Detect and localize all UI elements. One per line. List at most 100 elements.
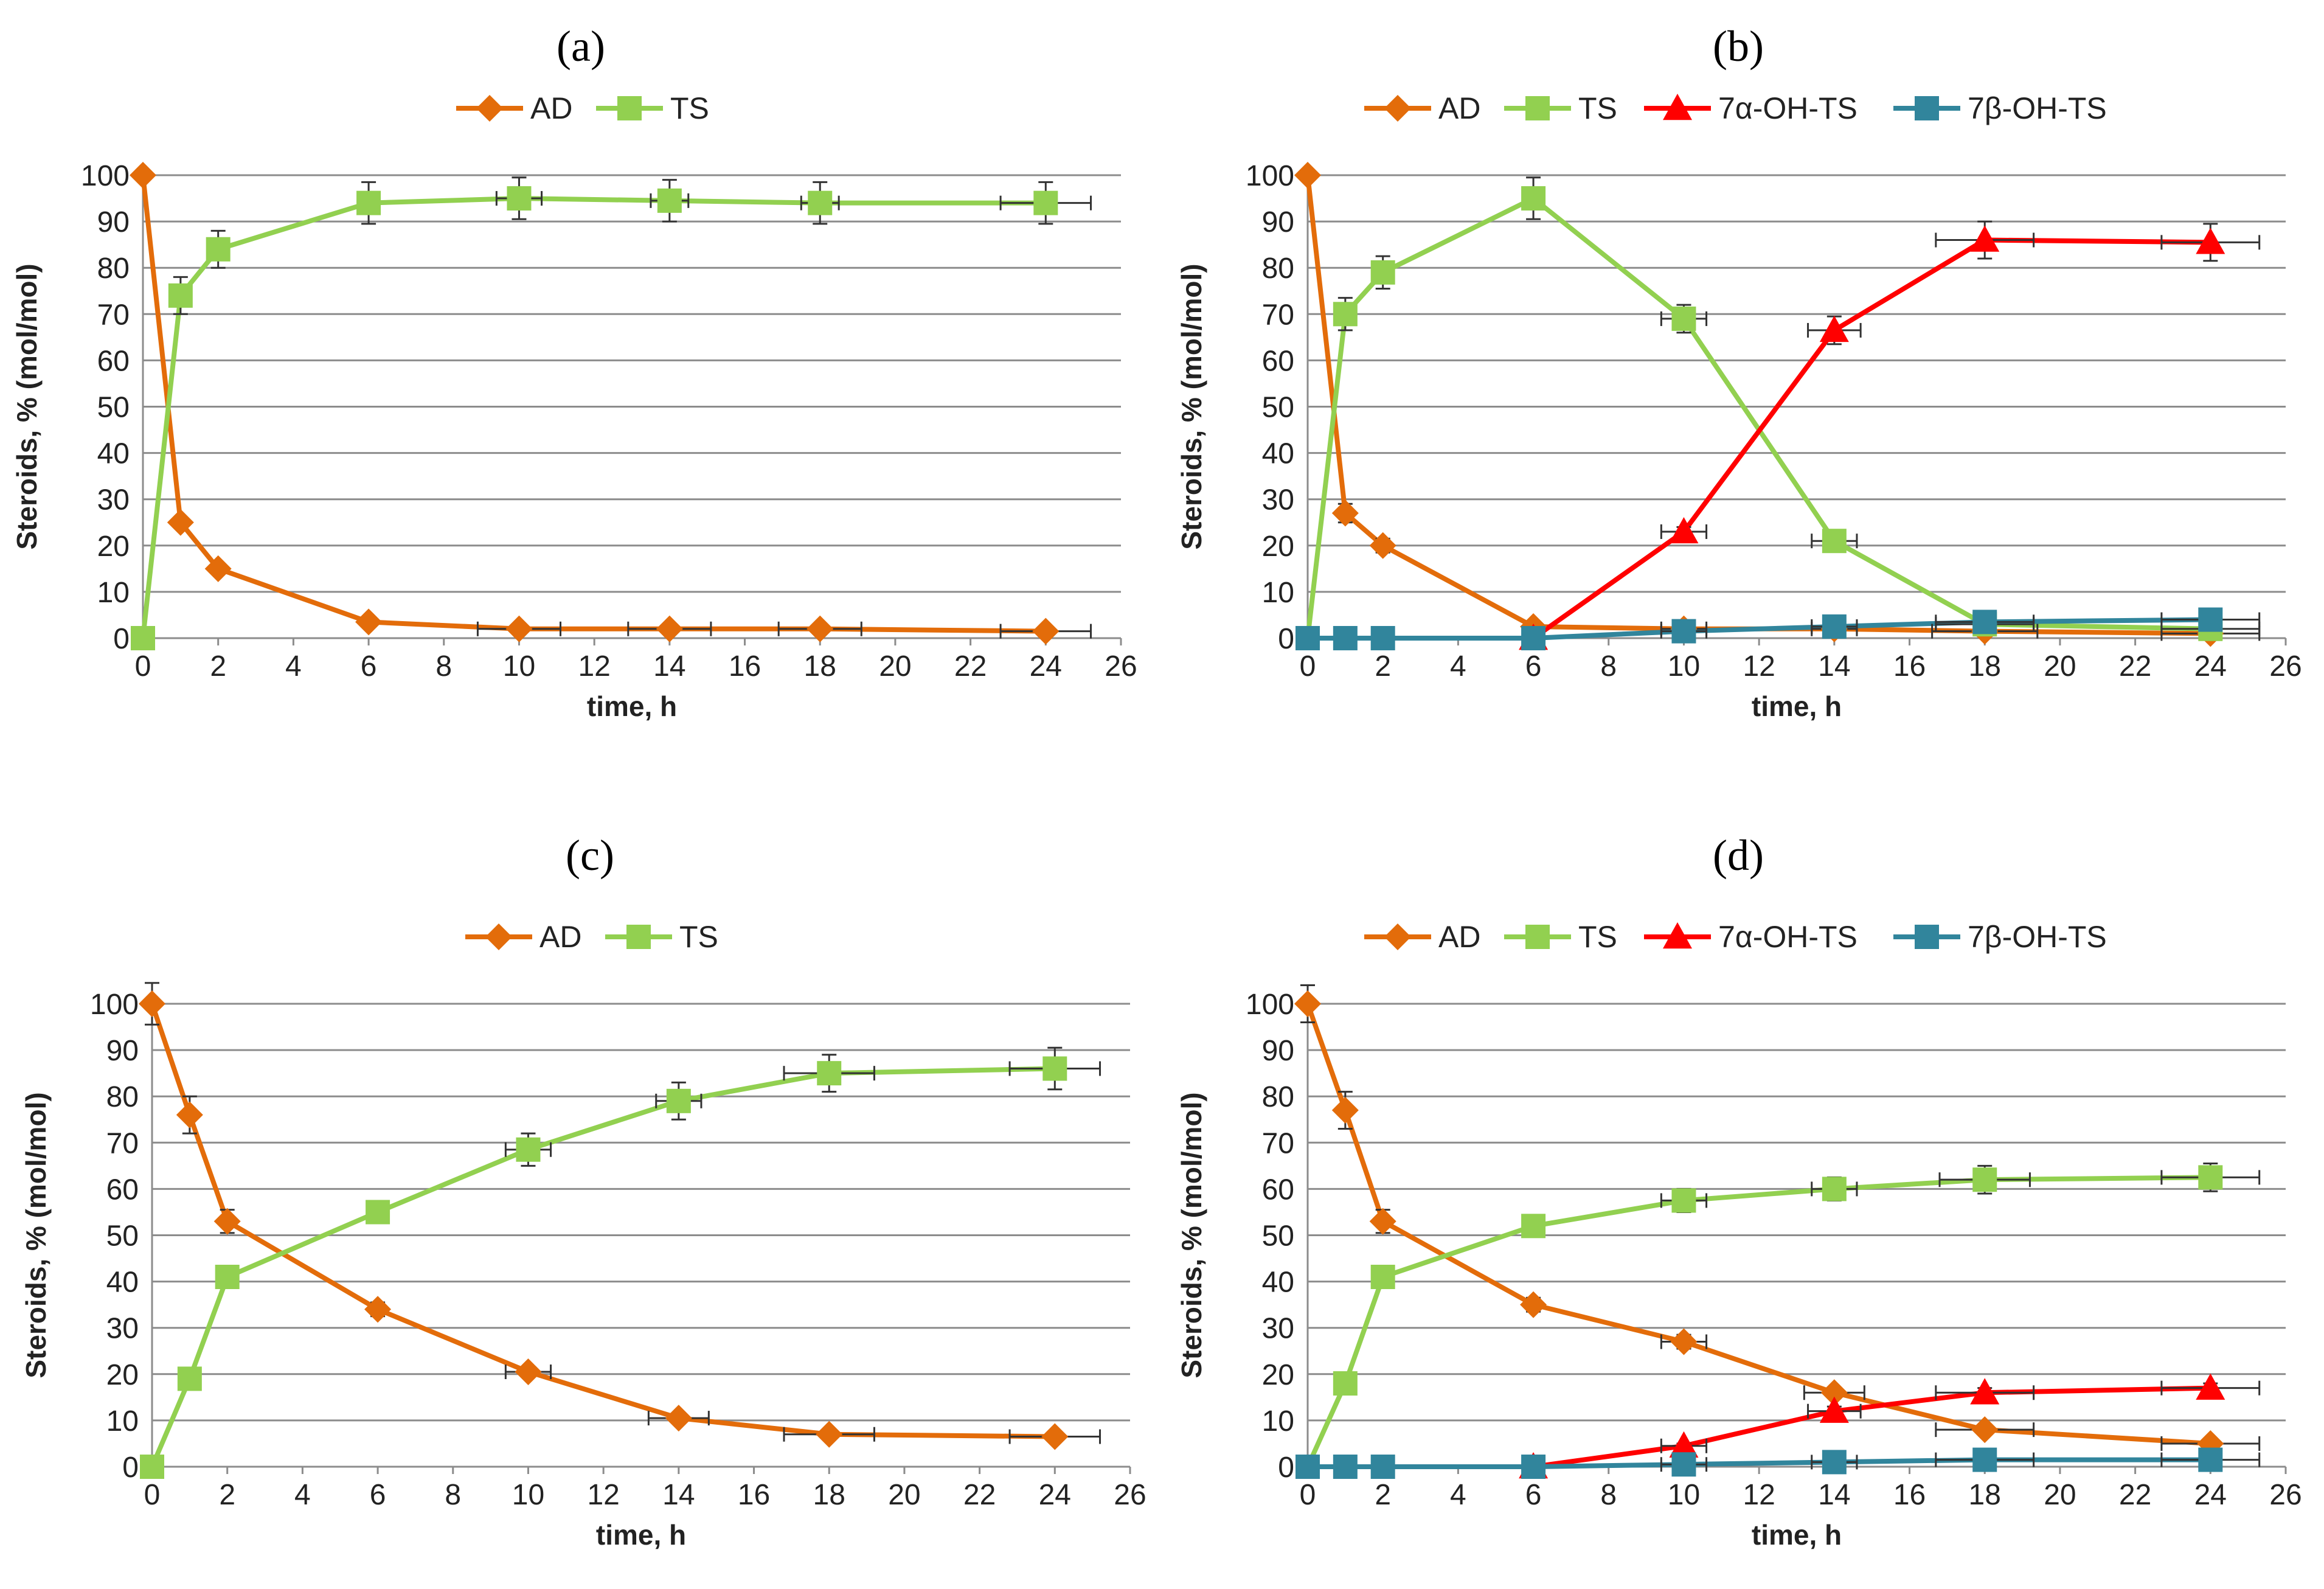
legend-label: 7α-OH-TS [1718,91,1857,125]
data-point-TS [1333,1371,1358,1396]
data-point-7β-OH-TS [1296,1455,1320,1479]
legend-label: TS [1578,91,1617,125]
x-axis-title: time, h [596,1519,686,1551]
legend-marker [1384,95,1411,122]
panel-label: (b) [1713,22,1764,71]
series-line-AD [150,1003,1055,1439]
data-point-TS [2198,1165,2223,1190]
y-tick-label: 70 [1262,299,1294,331]
y-tick-label: 90 [1262,206,1294,238]
y-tick-label: 50 [97,392,130,424]
y-tick-label: 50 [1262,1220,1294,1253]
y-tick-label: 0 [113,623,130,655]
y-tick-label: 40 [1262,1267,1294,1299]
x-tick-label: 16 [738,1479,770,1511]
x-tick-label: 18 [813,1479,845,1511]
chart-panel-4: (d)AD TS 7α-OH-TS 7β-OH-TS01020304050607080… [1176,831,2302,1551]
y-tick-label: 70 [97,299,130,331]
x-tick-label: 26 [2269,1479,2301,1511]
data-point-TS [1521,1214,1546,1239]
x-tick-label: 2 [210,650,226,683]
y-tick-label: 30 [106,1313,139,1345]
x-tick-label: 16 [1893,1479,1926,1511]
data-point-7β-OH-TS [1671,619,1696,644]
data-point-AD [806,615,834,642]
data-point-AD [1331,1097,1359,1124]
data-point-AD [656,615,683,642]
x-tick-label: 4 [285,650,302,683]
panel-label: (d) [1713,831,1764,880]
data-point-7α-OH-TS [1970,1378,2000,1405]
y-tick-label: 50 [106,1220,139,1253]
data-point-TS [1822,1177,1847,1201]
x-tick-label: 4 [294,1479,311,1511]
x-axis-title: time, h [587,690,677,722]
data-point-7β-OH-TS [2198,1447,2223,1472]
y-tick-label: 80 [106,1081,139,1113]
data-point-TS [516,1137,541,1162]
data-point-TS [206,237,231,262]
data-point-7β-OH-TS [1370,1455,1395,1479]
data-point-7α-OH-TS [1669,1431,1699,1458]
x-tick-label: 6 [370,1479,386,1511]
legend-marker [1384,923,1411,950]
y-tick-label: 40 [97,438,130,470]
data-point-TS [657,188,682,213]
y-tick-label: 30 [1262,1313,1294,1345]
data-point-7β-OH-TS [1333,1455,1358,1479]
legend-marker [626,925,651,949]
legend-marker [1525,96,1550,120]
x-tick-label: 20 [2044,1479,2076,1511]
y-tick-label: 40 [1262,438,1294,470]
legend: AD TS 7α-OH-TS 7β-OH-TS [1364,920,2107,954]
series-line-AD [140,175,1046,634]
y-tick-label: 80 [1262,1081,1294,1113]
series-line-TS [1305,196,2211,639]
series-line-TS [150,1066,1055,1468]
legend-label: 7β-OH-TS [1968,91,2107,125]
legend-marker [485,923,512,950]
legend-label: 7α-OH-TS [1718,920,1857,954]
data-point-TS [1972,1167,1997,1192]
y-tick-label: 80 [97,252,130,285]
y-tick-label: 20 [1262,530,1294,563]
data-point-TS [1822,529,1847,554]
legend-label: 7β-OH-TS [1968,920,2107,954]
data-point-TS [131,626,155,650]
x-tick-label: 24 [1039,1479,1071,1511]
x-tick-label: 22 [963,1479,996,1511]
x-tick-label: 2 [219,1479,235,1511]
legend-marker [1525,925,1550,949]
legend-label: AD [1438,920,1480,954]
data-point-7β-OH-TS [1521,1455,1546,1479]
legend-label: AD [530,91,572,125]
x-tick-label: 14 [1818,1479,1850,1511]
series-line-TS [1305,1175,2211,1468]
y-tick-label: 10 [1262,1405,1294,1438]
x-tick-label: 22 [2119,650,2151,683]
legend-label: TS [679,920,718,954]
series-line-7α-OH-TS [1531,237,2211,641]
x-tick-label: 0 [135,650,151,683]
data-point-7α-OH-TS [2196,228,2225,254]
x-tick-label: 20 [879,650,911,683]
legend-marker [1915,925,1939,949]
x-tick-label: 10 [503,650,535,683]
data-point-7α-OH-TS [1669,516,1699,544]
x-tick-label: 14 [1818,650,1850,683]
y-tick-label: 30 [97,484,130,516]
data-point-AD [176,1101,203,1128]
x-tick-label: 2 [1375,650,1391,683]
data-point-TS [666,1088,691,1113]
data-point-7α-OH-TS [2196,1373,2225,1400]
data-point-AD [1331,499,1359,527]
data-point-AD [130,162,156,189]
legend-marker [476,95,503,122]
x-axis-title: time, h [1752,1519,1842,1551]
data-point-TS [366,1200,390,1225]
x-tick-label: 24 [2194,1479,2227,1511]
y-tick-label: 10 [1262,577,1294,609]
y-axis-title: Steroids, % (mol/mol) [1176,1092,1207,1378]
